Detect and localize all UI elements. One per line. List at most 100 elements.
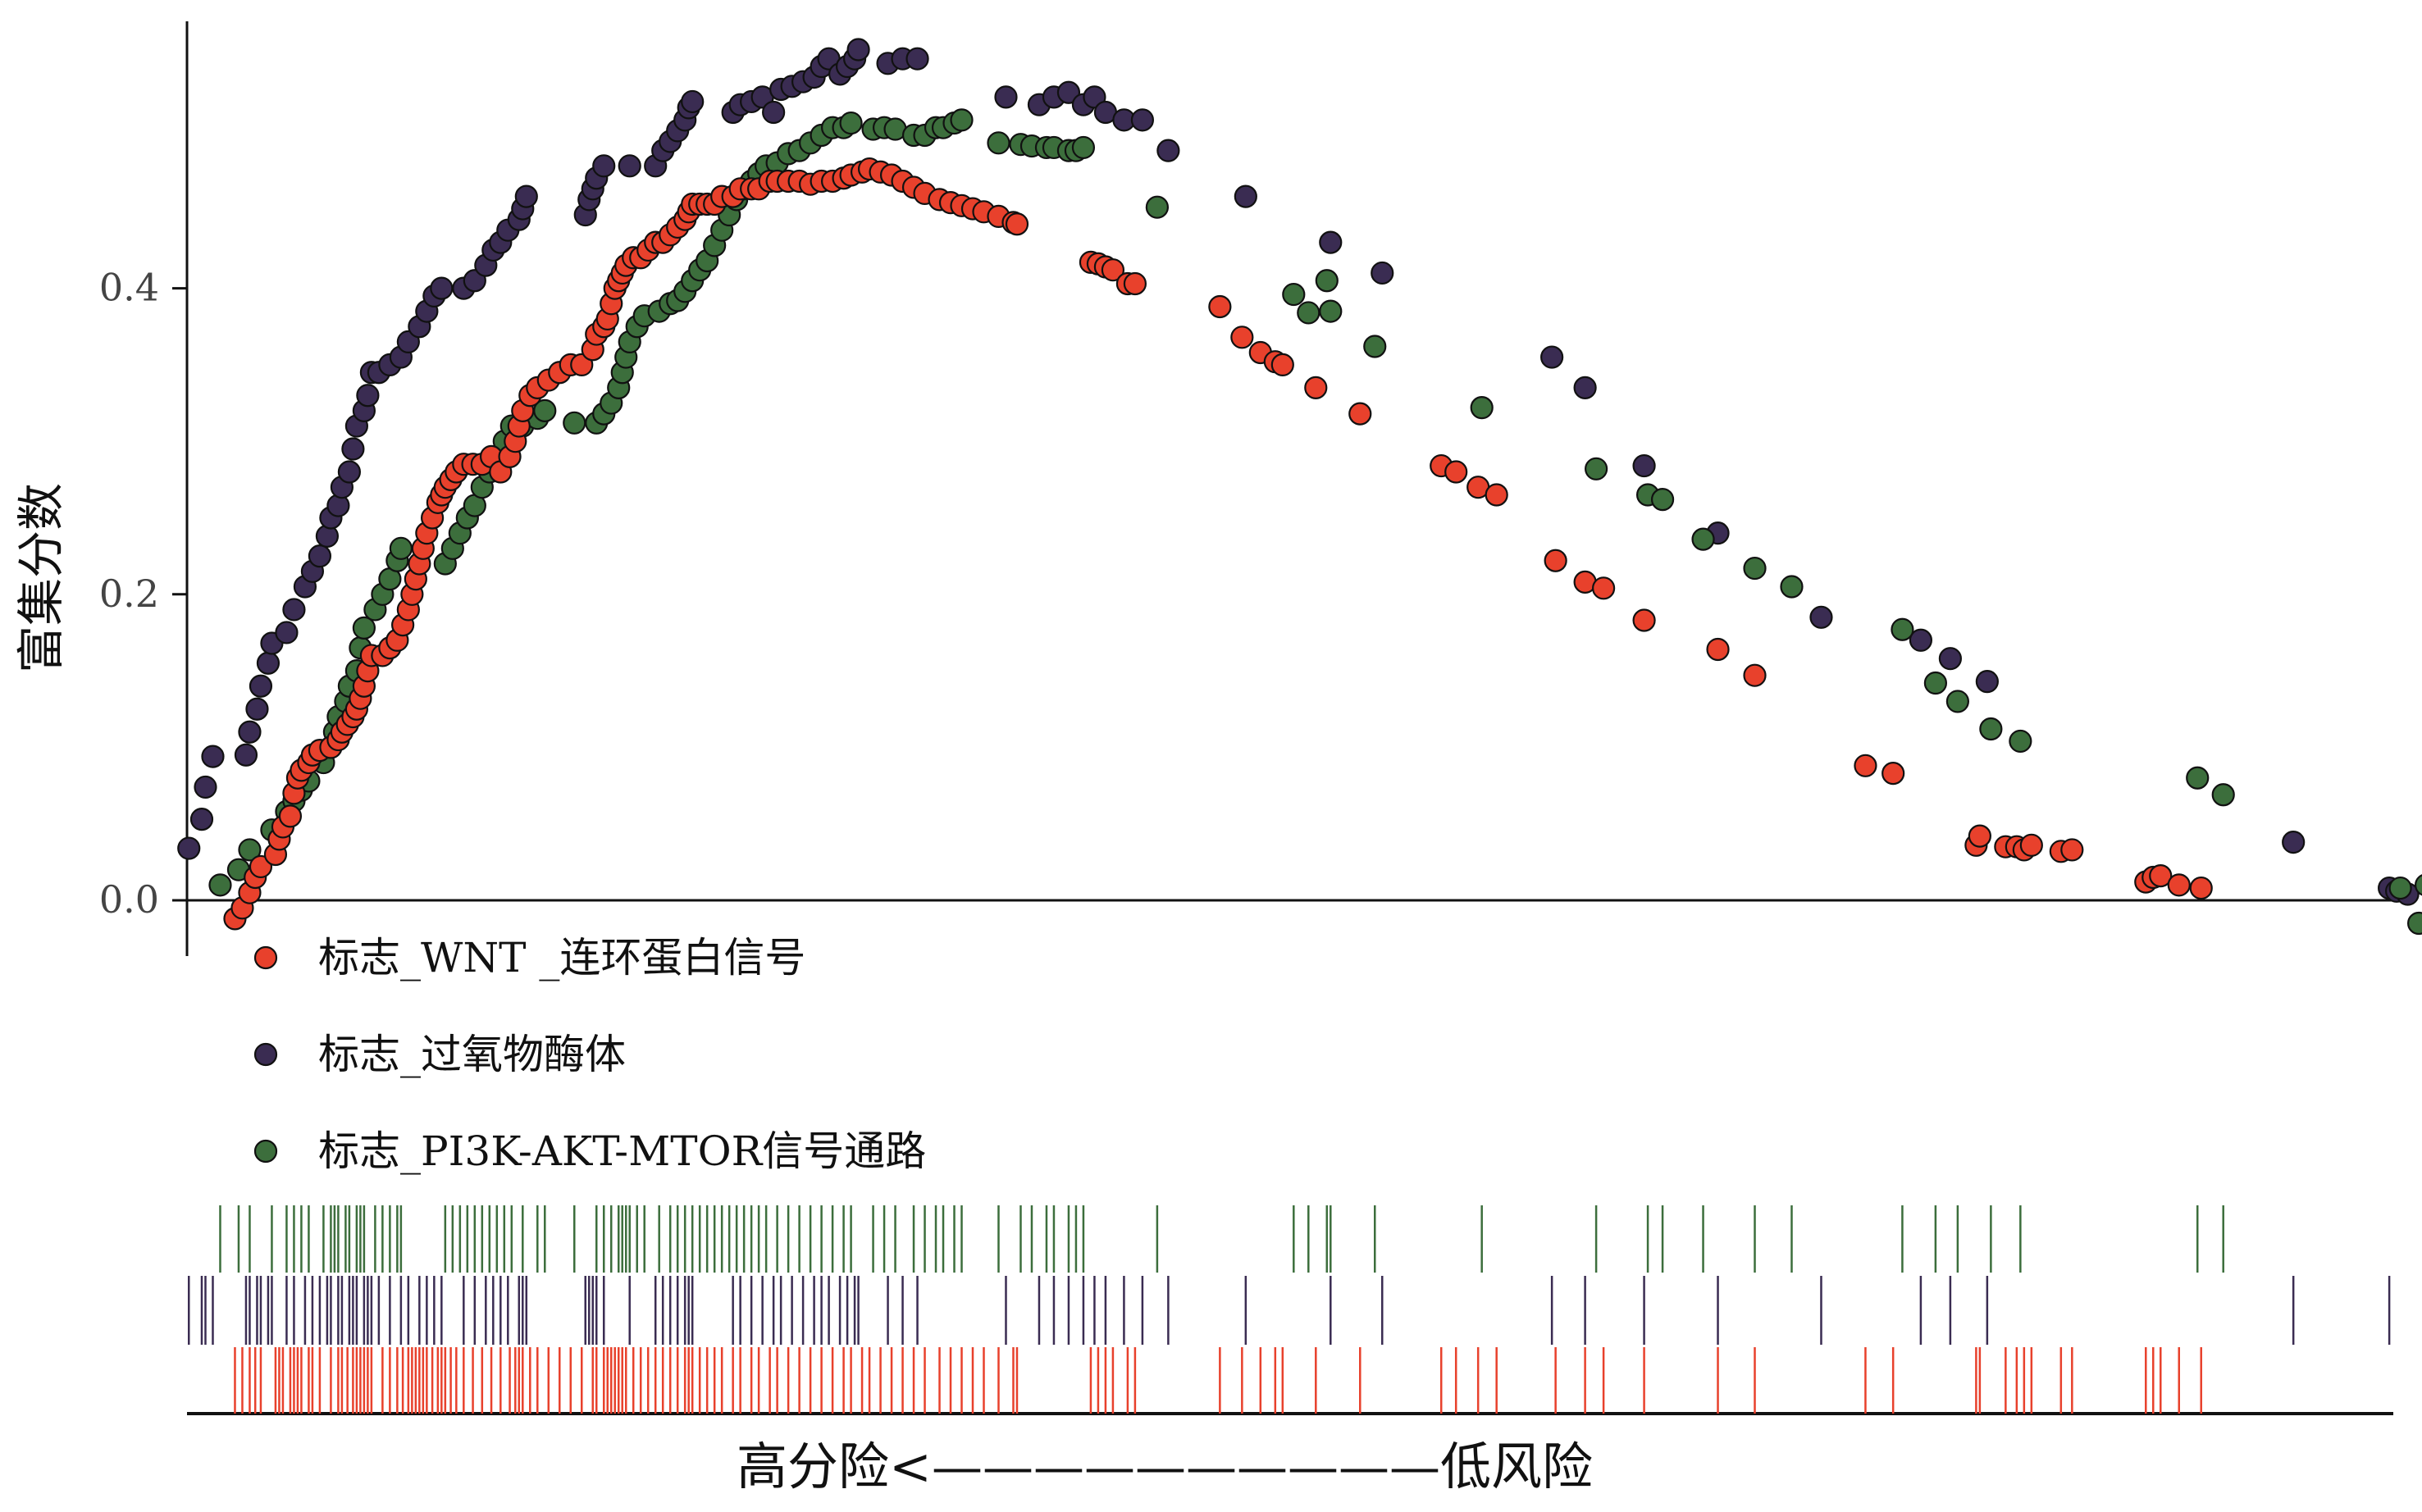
scatter-point: [352, 616, 376, 640]
legend-item: 标志_PI3K-AKT-MTOR信号通路: [253, 1127, 926, 1175]
scatter-point: [389, 536, 413, 560]
scatter-point: [1691, 527, 1715, 551]
scatter-point: [1123, 271, 1147, 296]
scatter-point: [1891, 617, 1914, 641]
legend-label: 标志_PI3K-AKT-MTOR信号通路: [318, 1127, 926, 1175]
scatter-point: [177, 836, 201, 860]
scatter-point: [1592, 576, 1616, 600]
scatter-point: [278, 804, 303, 828]
scatter-point: [987, 131, 1010, 155]
scatter-point: [238, 720, 262, 744]
scatter-point: [839, 111, 863, 135]
scatter-point: [1544, 549, 1567, 572]
scatter-point: [282, 598, 306, 622]
scatter-point: [950, 108, 974, 132]
scatter-point: [1743, 663, 1767, 687]
scatter-point: [430, 276, 454, 300]
scatter-point: [1315, 269, 1339, 293]
scatter-point: [1208, 294, 1232, 319]
scatter-point: [1234, 184, 1257, 208]
scatter-point: [1945, 690, 1969, 713]
legend-marker: [253, 945, 278, 970]
scatter-point: [2009, 729, 2032, 754]
scatter-point: [1485, 483, 1508, 507]
x-axis-title: 高分险<——————————低风险: [737, 1437, 1593, 1496]
scatter-point: [1363, 335, 1387, 358]
scatter-point: [1968, 824, 1991, 848]
scatter-point: [1371, 261, 1394, 285]
legend-marker: [253, 1042, 278, 1067]
scatter-point: [1145, 195, 1169, 219]
scatter-point: [1881, 762, 1905, 786]
scatter-point: [2189, 876, 2213, 900]
scatter-point: [1071, 135, 1096, 160]
scatter-point: [201, 745, 225, 768]
scatter-point: [618, 154, 641, 178]
scatter-point: [846, 38, 870, 61]
scatter-point: [1270, 353, 1294, 376]
legend-item: 标志_过氧物酶体: [253, 1031, 626, 1078]
scatter-point: [2211, 783, 2235, 807]
scatter-point: [2186, 766, 2210, 790]
legend-label: 标志_过氧物酶体: [318, 1031, 626, 1078]
scatter-point: [1979, 717, 2003, 741]
legend: 标志_WNT _连环蛋白信号标志_过氧物酶体标志_PI3K-AKT-MTOR信号…: [253, 934, 926, 1175]
scatter-point: [238, 838, 262, 862]
scatter-point: [2149, 864, 2173, 888]
scatter-point: [1650, 488, 1675, 512]
scatter-point: [563, 411, 586, 435]
scatter-point: [1809, 605, 1833, 629]
scatter-point: [2019, 833, 2043, 857]
scatter-point: [1470, 396, 1494, 420]
scatter-point: [245, 697, 269, 721]
scatter-point: [1282, 282, 1306, 307]
y-tick-label: 0.0: [99, 877, 159, 922]
scatter-point: [1005, 212, 1029, 236]
scatter-point: [681, 89, 705, 114]
scatter-point: [189, 808, 214, 831]
scatter-point: [1101, 258, 1125, 282]
scatter-point: [208, 873, 232, 897]
scatter-point: [905, 47, 929, 71]
scatter-point: [1297, 301, 1320, 325]
scatter-point: [249, 674, 273, 698]
scatter-point: [1348, 402, 1372, 426]
scatter-point: [275, 621, 299, 644]
axes: [185, 21, 2393, 1415]
scatter-point: [249, 854, 273, 879]
scatter-point: [1938, 647, 1962, 671]
scatter-point: [337, 460, 361, 484]
scatter-point: [1573, 376, 1597, 399]
scatter-point: [234, 743, 258, 767]
scatter-point: [762, 100, 786, 125]
y-axis-title: 富集分数: [13, 483, 69, 673]
scatter-point: [2060, 838, 2084, 862]
scatter-point: [1780, 575, 1804, 599]
legend-marker: [253, 1139, 278, 1164]
scatter-point: [1319, 299, 1343, 323]
scatter-point: [2414, 874, 2422, 896]
scatter-point: [1743, 556, 1767, 581]
scatter-point: [1319, 230, 1343, 254]
scatter-point: [2388, 876, 2412, 900]
scatter-point: [1156, 139, 1180, 162]
scatter-point: [514, 184, 538, 208]
scatter-point: [1975, 670, 1999, 694]
scatter-points: [177, 38, 2422, 936]
scatter-point: [356, 384, 380, 408]
scatter-point: [1056, 80, 1081, 104]
scatter-point: [2407, 911, 2422, 936]
scatter-point: [1444, 460, 1468, 484]
legend-item: 标志_WNT _连环蛋白信号: [253, 934, 805, 981]
y-tick-label: 0.4: [99, 266, 159, 310]
scatter-point: [1585, 457, 1608, 480]
scatter-point: [1909, 628, 1933, 652]
scatter-point: [1540, 345, 1564, 369]
scatter-point: [1130, 108, 1154, 132]
scatter-point: [1632, 453, 1656, 478]
y-tick-label: 0.2: [99, 572, 159, 616]
y-ticks: 0.0 0.2 0.4: [99, 266, 187, 922]
scatter-point: [1706, 637, 1730, 662]
scatter-point: [256, 651, 281, 675]
